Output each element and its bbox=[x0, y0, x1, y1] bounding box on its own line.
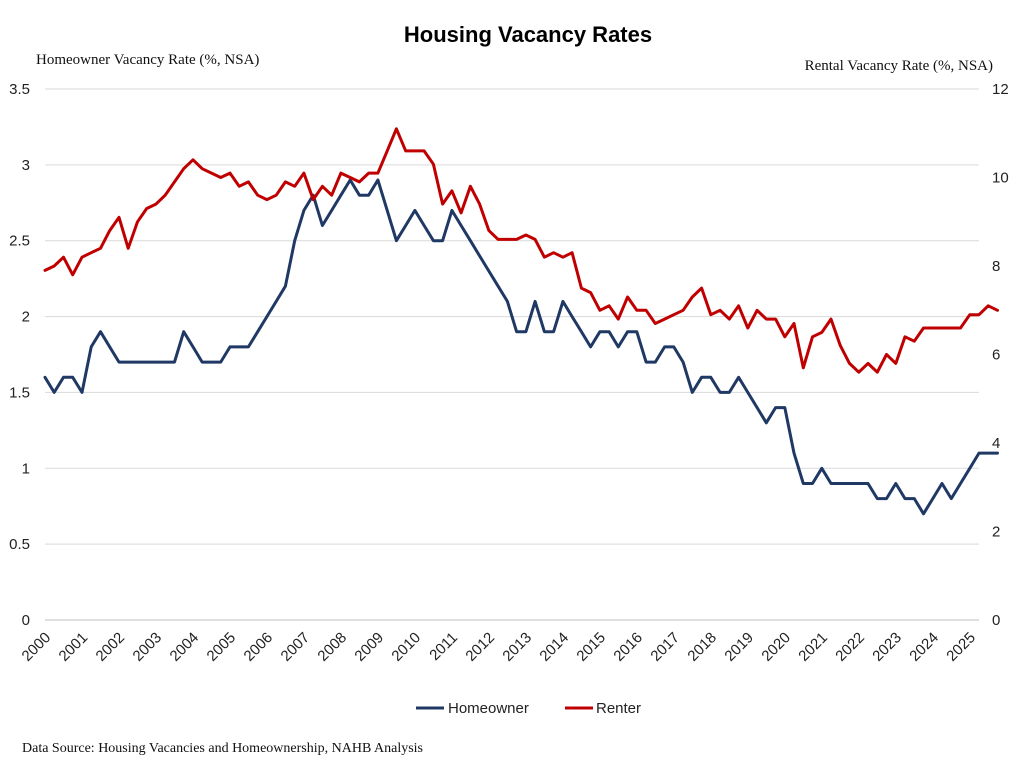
left-axis-title: Homeowner Vacancy Rate (%, NSA) bbox=[36, 52, 259, 68]
x-tick-label: 2020 bbox=[758, 629, 794, 665]
right-axis-ticks: 0 2 4 6 8 10 12 bbox=[992, 81, 1009, 629]
left-axis-ticks: 0 0.5 1 1.5 2 2.5 3 3.5 bbox=[9, 81, 30, 629]
x-tick-label: 2013 bbox=[499, 629, 535, 665]
x-tick-label: 2008 bbox=[314, 629, 350, 665]
right-tick-label: 2 bbox=[992, 524, 1000, 541]
left-tick-label: 0.5 bbox=[9, 536, 30, 553]
legend-label-homeowner: Homeowner bbox=[448, 700, 529, 717]
x-tick-label: 2016 bbox=[610, 629, 646, 665]
left-tick-label: 0 bbox=[22, 612, 30, 629]
x-tick-label: 2006 bbox=[241, 629, 277, 665]
left-tick-label: 2.5 bbox=[9, 233, 30, 250]
right-tick-label: 4 bbox=[992, 435, 1000, 452]
x-tick-label: 2025 bbox=[943, 629, 979, 665]
series-line-renter bbox=[43, 127, 999, 374]
x-axis-ticks: 2000 2001 2002 2003 2004 2005 2006 2007 2008 2009… bbox=[19, 629, 979, 665]
right-tick-label: 10 bbox=[992, 170, 1009, 187]
series-line-homeowner bbox=[43, 178, 999, 516]
x-tick-label: 2012 bbox=[462, 629, 498, 665]
series-lines bbox=[43, 127, 999, 516]
right-tick-label: 8 bbox=[992, 258, 1000, 275]
x-tick-label: 2010 bbox=[388, 629, 424, 665]
x-tick-label: 2024 bbox=[906, 629, 942, 665]
x-tick-label: 2017 bbox=[647, 629, 683, 665]
x-tick-label: 2014 bbox=[536, 629, 572, 665]
x-tick-label: 2011 bbox=[426, 629, 461, 664]
left-tick-label: 1.5 bbox=[9, 384, 30, 401]
right-tick-label: 0 bbox=[992, 612, 1000, 629]
legend: Homeowner Renter bbox=[416, 700, 641, 717]
x-tick-label: 2003 bbox=[130, 629, 166, 665]
legend-label-renter: Renter bbox=[596, 700, 641, 717]
x-tick-label: 2004 bbox=[167, 629, 203, 665]
x-tick-label: 2021 bbox=[795, 629, 831, 665]
x-tick-label: 2019 bbox=[721, 629, 757, 665]
x-tick-label: 2009 bbox=[351, 629, 387, 665]
left-tick-label: 2 bbox=[22, 309, 30, 326]
x-tick-label: 2015 bbox=[573, 629, 609, 665]
x-tick-label: 2001 bbox=[56, 629, 92, 665]
left-tick-label: 1 bbox=[22, 460, 30, 477]
x-tick-label: 2007 bbox=[278, 629, 314, 665]
x-tick-label: 2005 bbox=[204, 629, 240, 665]
right-axis-title: Rental Vacancy Rate (%, NSA) bbox=[805, 58, 993, 74]
right-tick-label: 6 bbox=[992, 347, 1000, 364]
chart-title: Housing Vacancy Rates bbox=[404, 22, 652, 47]
x-tick-label: 2002 bbox=[93, 629, 129, 665]
source-note: Data Source: Housing Vacancies and Homeo… bbox=[22, 741, 423, 756]
left-tick-label: 3 bbox=[22, 157, 30, 174]
right-tick-label: 12 bbox=[992, 81, 1009, 98]
x-tick-label: 2018 bbox=[684, 629, 720, 665]
left-tick-label: 3.5 bbox=[9, 81, 30, 98]
x-tick-label: 2023 bbox=[869, 629, 905, 665]
x-tick-label: 2000 bbox=[19, 629, 55, 665]
x-tick-label: 2022 bbox=[832, 629, 868, 665]
